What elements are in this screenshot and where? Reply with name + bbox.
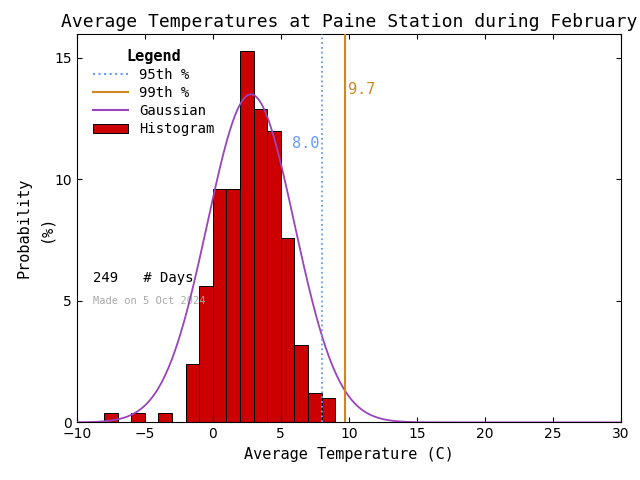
Bar [131, 413, 145, 422]
X-axis label: Average Temperature (C): Average Temperature (C) [244, 447, 454, 462]
Bar [240, 50, 253, 422]
Title: Average Temperatures at Paine Station during February: Average Temperatures at Paine Station du… [61, 12, 637, 31]
Bar [199, 286, 212, 422]
Bar [308, 393, 322, 422]
Bar [104, 413, 118, 422]
Bar [281, 238, 294, 422]
Text: 249   # Days: 249 # Days [93, 271, 194, 285]
Bar [268, 131, 281, 422]
Bar [227, 189, 240, 422]
Bar [322, 398, 335, 422]
Y-axis label: Probability
(%): Probability (%) [17, 178, 53, 278]
Legend: 95th %, 99th %, Gaussian, Histogram: 95th %, 99th %, Gaussian, Histogram [89, 45, 219, 141]
Bar [159, 413, 172, 422]
Bar [294, 345, 308, 422]
Bar [212, 189, 227, 422]
Bar [186, 364, 199, 422]
Bar [253, 109, 268, 422]
Text: 8.0: 8.0 [291, 136, 319, 151]
Text: Made on 5 Oct 2024: Made on 5 Oct 2024 [93, 296, 205, 306]
Text: 9.7: 9.7 [348, 82, 376, 97]
